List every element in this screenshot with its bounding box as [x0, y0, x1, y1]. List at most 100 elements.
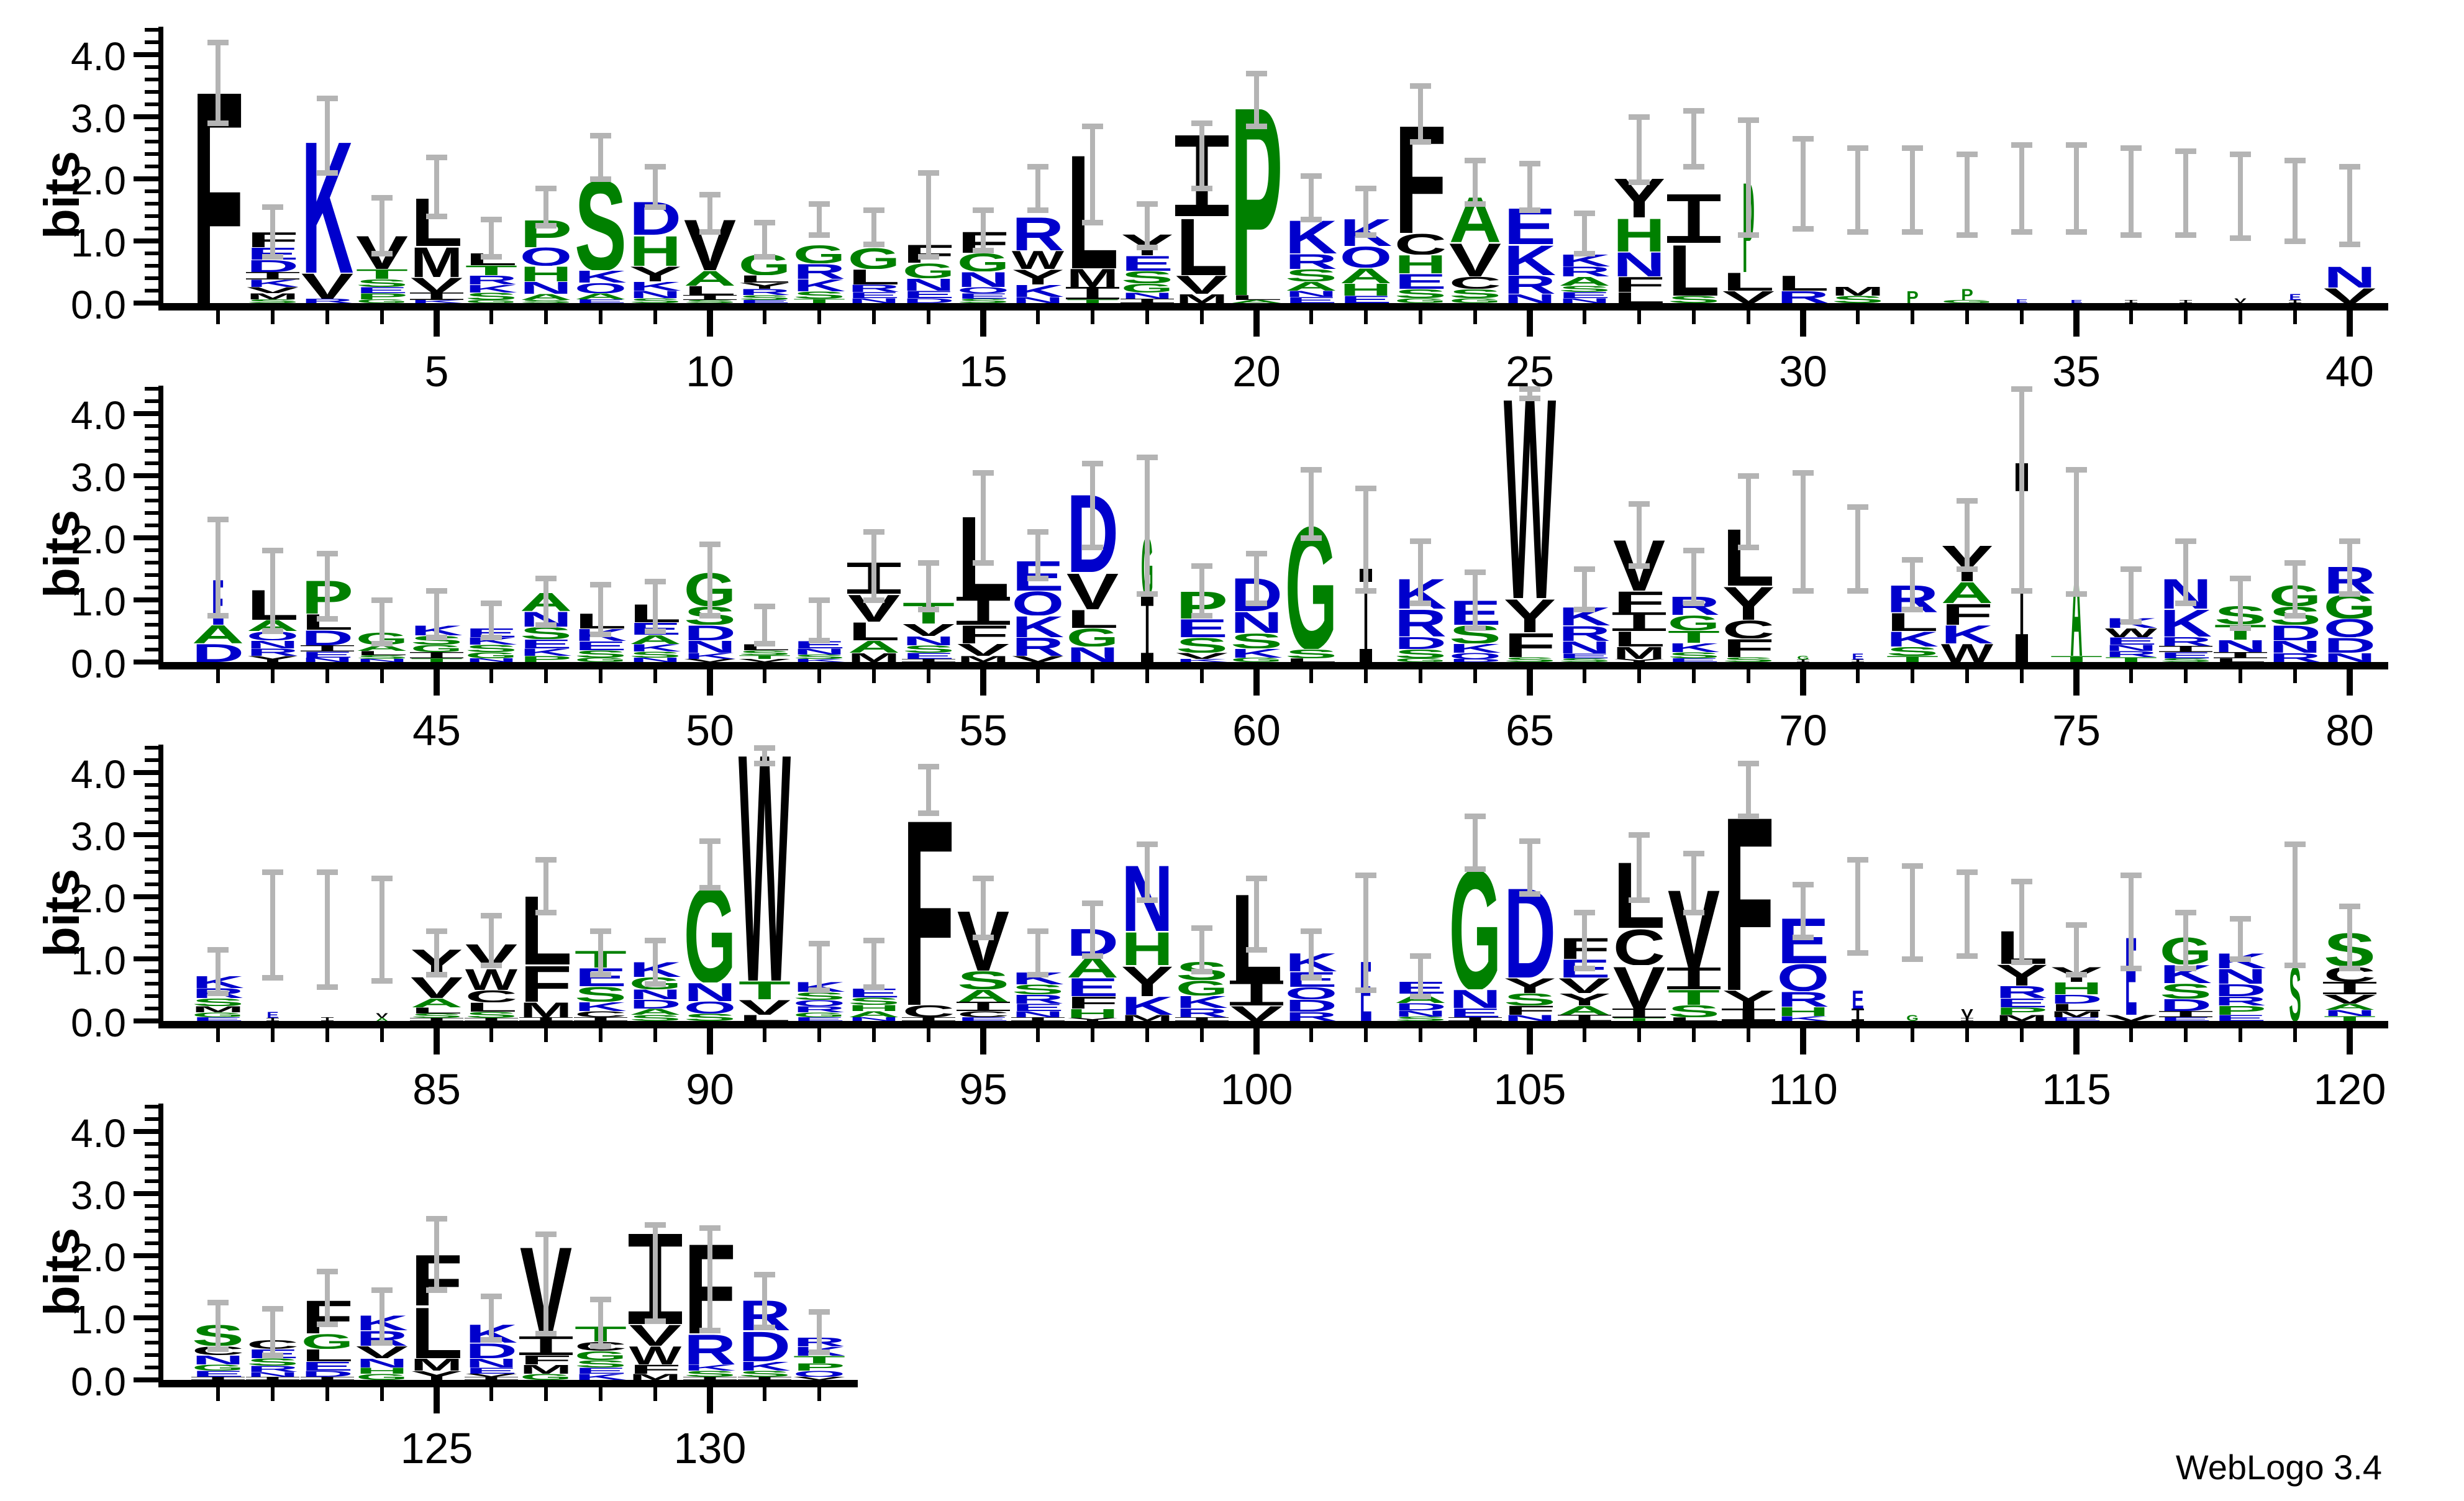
logo-letter-V: V: [376, 1013, 388, 1018]
svg-text:V: V: [1613, 965, 1665, 1009]
logo-letter-D: D: [2160, 999, 2212, 1011]
logo-letter-E: E: [192, 1371, 244, 1377]
logo-letter-D: D: [1449, 659, 1501, 662]
logo-letter-L: L: [1613, 292, 1665, 303]
x-minor-tick: [1747, 669, 1750, 683]
y-minor-tick: [145, 102, 158, 106]
svg-text:S: S: [957, 971, 1009, 989]
error-bar: [1801, 884, 1806, 937]
x-major-tick: [1253, 1028, 1260, 1054]
y-minor-tick: [145, 561, 158, 565]
weblogo-credit: WebLogo 3.4: [2175, 1448, 2382, 1487]
svg-text:N: N: [2214, 968, 2266, 984]
x-tick-label: 5: [424, 347, 449, 396]
error-bar: [543, 188, 548, 225]
error-bar-cap-top: [1410, 538, 1431, 544]
svg-text:E: E: [848, 292, 900, 298]
logo-letter-A: A: [356, 645, 408, 651]
svg-text:K: K: [1886, 631, 1939, 646]
y-tick-label: 0.0: [71, 642, 126, 686]
error-bar-cap-bottom: [1629, 179, 1650, 185]
svg-text:V: V: [629, 1324, 681, 1346]
logo-letter-F: F: [902, 812, 955, 1005]
svg-text:S: S: [465, 645, 517, 652]
logo-letter-I: [410, 1018, 463, 1021]
y-minor-tick: [145, 808, 158, 812]
x-minor-tick: [872, 1028, 876, 1042]
svg-text:A: A: [1941, 581, 1993, 603]
error-bar-cap-top: [207, 517, 229, 522]
svg-text:Q: Q: [247, 631, 299, 640]
error-bar-cap-top: [590, 133, 611, 138]
svg-text:D: D: [739, 1330, 791, 1361]
svg-text:V: V: [1066, 572, 1119, 609]
svg-text:L: L: [739, 1015, 791, 1021]
svg-text:C: C: [575, 1011, 627, 1017]
logo-letter-S: S: [1121, 271, 1173, 283]
svg-text:G: G: [465, 300, 517, 303]
svg-text:W: W: [2105, 628, 2158, 637]
svg-text:Q: Q: [793, 1371, 845, 1377]
x-tick-label: 115: [2042, 1065, 2111, 1113]
y-axis-line: [158, 27, 163, 307]
svg-text:C: C: [1613, 928, 1665, 965]
error-bar: [543, 859, 548, 912]
error-bar-cap-bottom: [1246, 124, 1267, 129]
logo-letter-R: R: [1504, 275, 1556, 294]
x-minor-tick: [1091, 669, 1094, 683]
svg-text:S: S: [902, 645, 955, 653]
logo-letter-I: [2323, 982, 2376, 994]
logo-letter-I: [301, 1377, 354, 1380]
svg-text:E: E: [739, 300, 791, 303]
x-minor-tick: [1419, 1028, 1422, 1042]
svg-text:G: G: [1066, 628, 1119, 646]
logo-letter-G: G: [192, 1012, 244, 1017]
logo-letter-S: S: [1285, 269, 1337, 281]
error-bar: [1473, 160, 1478, 204]
svg-text:Q: Q: [1449, 653, 1501, 659]
error-bar-cap-bottom: [262, 254, 283, 260]
svg-text:N: N: [520, 281, 572, 294]
svg-text:P: P: [1230, 99, 1283, 295]
logo-letter-Q: Q: [247, 631, 299, 640]
error-bar-cap-bottom: [2011, 959, 2032, 965]
svg-text:P: P: [1996, 1007, 2048, 1015]
logo-letter-S: S: [356, 655, 408, 659]
logo-letter-V: V: [465, 1374, 517, 1377]
logo-letter-S: S: [1394, 649, 1447, 658]
y-minor-tick: [145, 140, 158, 143]
error-bar-cap-bottom: [590, 972, 611, 977]
logo-letter-N: N: [1613, 252, 1665, 276]
y-major-tick: [134, 535, 158, 540]
logo-letter-D: D: [902, 298, 955, 303]
error-bar-cap-bottom: [207, 991, 229, 996]
svg-text:L: L: [739, 275, 791, 283]
logo-letter-Q: Q: [957, 287, 1009, 293]
logo-letter-I: [2125, 300, 2137, 303]
error-bar-cap-top: [1191, 563, 1212, 569]
svg-text:R: R: [2214, 996, 2266, 1005]
error-bar-cap-bottom: [262, 1353, 283, 1358]
logo-letter-H: H: [848, 1005, 900, 1011]
svg-text:L: L: [848, 269, 900, 284]
error-bar-cap-bottom: [809, 987, 830, 993]
y-major-tick: [134, 238, 158, 243]
error-bar-cap-bottom: [2284, 238, 2306, 244]
svg-text:S: S: [793, 291, 845, 299]
x-minor-tick: [1364, 1028, 1368, 1042]
error-bar: [1746, 763, 1751, 816]
error-bar-cap-bottom: [317, 616, 338, 622]
logo-letter-G: G: [465, 300, 517, 303]
svg-text:N: N: [629, 291, 681, 298]
error-bar: [1199, 123, 1204, 188]
error-bar-cap-bottom: [1137, 591, 1158, 597]
logo-letter-S: S: [793, 992, 845, 1000]
logo-letter-K: K: [575, 270, 627, 283]
logo-letter-E: E: [301, 651, 353, 658]
logo-letter-I: [465, 1018, 518, 1021]
logo-letter-N: N: [247, 640, 299, 648]
logo-letter-S: S: [629, 651, 681, 658]
logo-letter-H: H: [2050, 982, 2103, 994]
svg-text:S: S: [793, 992, 845, 1000]
svg-text:E: E: [1504, 207, 1556, 244]
